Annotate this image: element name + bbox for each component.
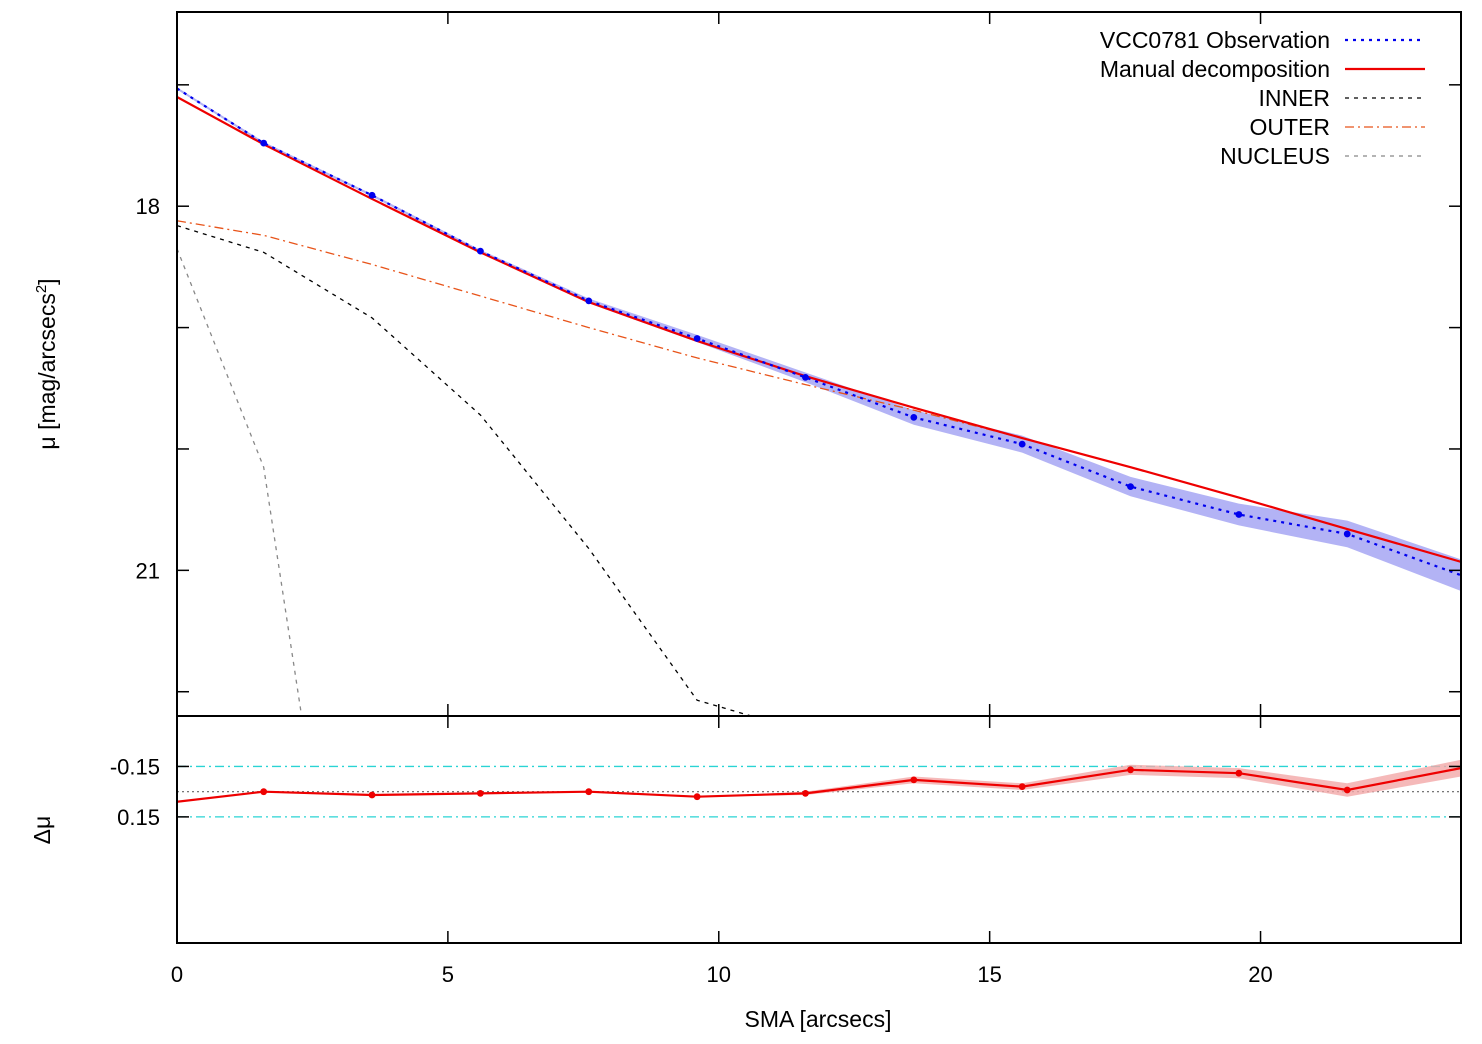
residual-point — [802, 789, 809, 797]
vcc0781-observation-point — [1343, 530, 1351, 538]
legend-label: Manual decomposition — [1100, 56, 1330, 82]
residual-point — [476, 789, 484, 797]
vcc0781-observation-point — [585, 297, 593, 305]
x-tick-label: 15 — [977, 962, 1001, 987]
vcc0781-observation-point — [910, 414, 918, 421]
residual-point — [1018, 783, 1026, 791]
y-axis-title-tail: ] — [34, 278, 60, 284]
bottom-panel-frame — [176, 715, 1462, 944]
x-axis-title: SMA [arcsecs] — [745, 1006, 892, 1032]
y-tick-label: 21 — [136, 558, 160, 583]
vcc0781-observation-error-band — [177, 87, 1461, 591]
x-tick-label: 0 — [171, 962, 183, 987]
vcc0781-observation-point — [1018, 440, 1026, 448]
residual-point — [260, 788, 268, 796]
legend: VCC0781 Observation Manual decomposition I… — [1100, 27, 1425, 169]
vcc0781-observation-point — [1127, 483, 1134, 490]
axis-ticks: 0 5 10 15 20 18 21 0.15 -0.15 — [110, 12, 1461, 987]
vcc0781-observation-point — [368, 191, 376, 199]
y-axis-title-top: μ [mag/arcsecs2] — [33, 278, 60, 449]
x-tick-label: 10 — [707, 962, 731, 987]
observation-error-band — [177, 87, 1461, 591]
inner-line — [177, 225, 752, 716]
x-tick-label: 5 — [442, 962, 454, 987]
legend-label: OUTER — [1250, 114, 1331, 140]
residual-plot-area — [177, 766, 1461, 803]
y-tick-label: 18 — [136, 194, 160, 219]
vcc0781-observation-point — [1235, 511, 1243, 518]
y-tick-label: 0.15 — [117, 805, 160, 830]
y-axis-title-bottom: Δμ — [29, 816, 55, 845]
y-axis-title-superscript: 2 — [33, 285, 50, 293]
residual-point — [368, 791, 376, 799]
y-tick-label: -0.15 — [110, 754, 160, 779]
residual-point — [1343, 786, 1351, 794]
x-tick-label: 20 — [1248, 962, 1272, 987]
profile-plot-area — [177, 87, 1461, 716]
residual-reference-lines — [177, 765, 1461, 818]
plot-frames — [176, 11, 1462, 944]
residual-point — [910, 776, 918, 784]
residual-point — [1235, 769, 1243, 777]
legend-label: INNER — [1258, 85, 1330, 111]
vcc0781-observation-point — [802, 373, 809, 381]
vcc0781-observation-point — [693, 335, 701, 342]
legend-label: VCC0781 Observation — [1100, 27, 1330, 53]
residual-point — [585, 788, 593, 796]
vcc0781-observation-point — [476, 247, 484, 255]
legend-label: NUCLEUS — [1220, 143, 1330, 169]
y-axis-title-main: μ [mag/arcsecs — [34, 293, 60, 449]
vcc0781-observation-point — [260, 139, 268, 147]
residual-point — [1127, 766, 1134, 774]
residual-point — [693, 793, 701, 801]
nucleus-line — [177, 248, 303, 716]
